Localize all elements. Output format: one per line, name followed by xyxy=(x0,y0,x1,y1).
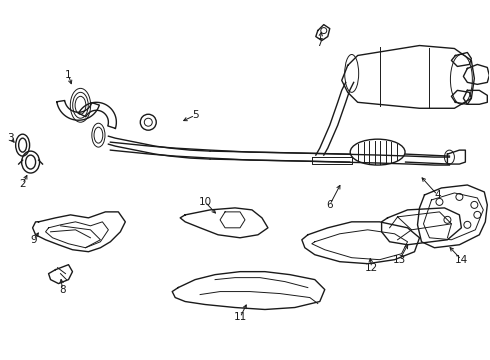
Polygon shape xyxy=(417,185,488,248)
Text: 10: 10 xyxy=(198,197,212,207)
Polygon shape xyxy=(464,90,488,104)
Polygon shape xyxy=(451,90,471,104)
Polygon shape xyxy=(302,222,419,264)
Polygon shape xyxy=(382,208,462,245)
Text: 1: 1 xyxy=(65,71,72,80)
Text: 14: 14 xyxy=(455,255,468,265)
Polygon shape xyxy=(79,102,116,129)
Polygon shape xyxy=(312,157,352,164)
Polygon shape xyxy=(451,53,471,67)
Polygon shape xyxy=(447,150,465,164)
Polygon shape xyxy=(316,24,330,41)
Text: 7: 7 xyxy=(317,37,323,48)
Text: 11: 11 xyxy=(233,312,246,323)
Text: 12: 12 xyxy=(365,263,378,273)
Text: 5: 5 xyxy=(192,110,198,120)
Polygon shape xyxy=(172,272,325,310)
Polygon shape xyxy=(33,212,125,252)
Text: 2: 2 xyxy=(19,179,26,189)
Polygon shape xyxy=(49,265,73,284)
Polygon shape xyxy=(342,45,474,108)
Polygon shape xyxy=(57,100,99,120)
Text: 6: 6 xyxy=(326,200,333,210)
Text: 8: 8 xyxy=(59,284,66,294)
Text: 4: 4 xyxy=(434,190,441,200)
Text: 13: 13 xyxy=(393,255,406,265)
Polygon shape xyxy=(464,64,490,84)
Text: 3: 3 xyxy=(7,133,14,143)
Text: 9: 9 xyxy=(30,235,37,245)
Polygon shape xyxy=(180,208,268,238)
